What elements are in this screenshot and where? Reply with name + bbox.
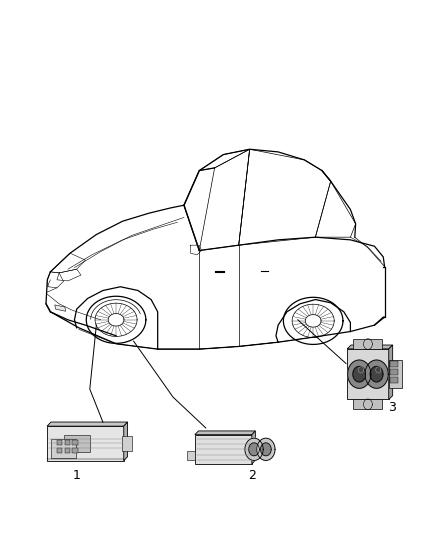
Polygon shape — [252, 431, 255, 464]
Polygon shape — [195, 435, 252, 464]
Polygon shape — [55, 305, 66, 311]
Polygon shape — [52, 439, 76, 458]
Polygon shape — [347, 345, 392, 349]
Polygon shape — [353, 400, 382, 409]
Polygon shape — [64, 440, 70, 445]
Text: 2: 2 — [248, 469, 256, 482]
Polygon shape — [47, 426, 124, 461]
Polygon shape — [187, 451, 195, 459]
Polygon shape — [353, 340, 382, 349]
Polygon shape — [370, 366, 383, 382]
Polygon shape — [353, 366, 366, 382]
Polygon shape — [121, 435, 132, 451]
Polygon shape — [389, 345, 392, 400]
Polygon shape — [390, 377, 399, 383]
Polygon shape — [73, 448, 78, 453]
Polygon shape — [57, 448, 62, 453]
Polygon shape — [390, 369, 399, 375]
Polygon shape — [365, 360, 388, 389]
Polygon shape — [261, 443, 271, 456]
Polygon shape — [47, 422, 127, 426]
Text: 1: 1 — [73, 469, 81, 482]
Polygon shape — [348, 360, 371, 389]
Polygon shape — [245, 438, 263, 461]
Polygon shape — [389, 360, 402, 388]
Polygon shape — [249, 443, 259, 456]
Polygon shape — [124, 422, 127, 461]
Polygon shape — [347, 349, 389, 400]
Polygon shape — [57, 440, 62, 445]
Text: 3: 3 — [388, 401, 396, 414]
Polygon shape — [195, 431, 255, 435]
Polygon shape — [390, 361, 399, 367]
Polygon shape — [64, 448, 70, 453]
Polygon shape — [257, 438, 275, 461]
Polygon shape — [64, 435, 90, 452]
Polygon shape — [73, 440, 78, 445]
